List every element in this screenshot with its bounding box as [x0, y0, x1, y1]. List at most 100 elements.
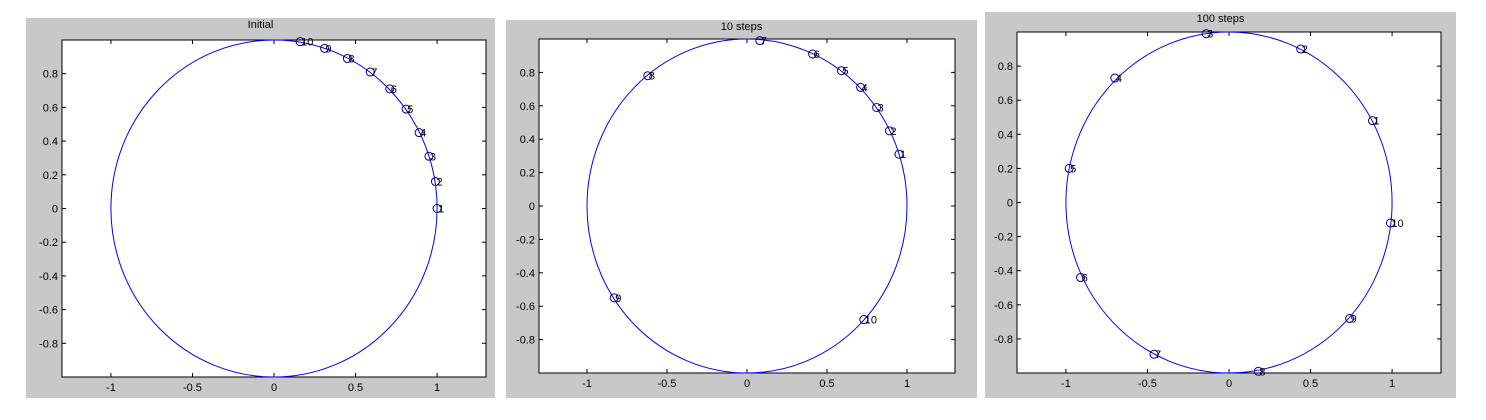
y-tick-label: -0.6 — [994, 300, 1013, 312]
data-point-marker — [1345, 313, 1355, 323]
y-tick-label: -0.4 — [994, 266, 1013, 278]
data-point-label: 2 — [890, 126, 896, 138]
chart-plot: -1 -0.5 0 0.5 1 0.8 0.6 0.4 0.2 0 -0.2 -0.4 -0.6 -0.8… — [994, 29, 1442, 390]
data-point-label: 9 — [615, 293, 621, 305]
y-tick-label: 0.8 — [998, 61, 1013, 73]
x-tick-label: -0.5 — [1138, 378, 1157, 390]
data-point-label: 10 — [301, 37, 313, 49]
data-point-label: 5 — [842, 66, 848, 78]
x-tick-label: -0.5 — [658, 378, 677, 390]
data-point-marker — [1296, 44, 1306, 54]
data-point-marker — [430, 177, 440, 187]
chart-panel-10-steps: 10 steps -1 -0.5 0 0.5 1 0.8 0.6 0.4 0.2 0 -0.2 -0.… — [506, 20, 977, 398]
data-point-label: 3 — [1207, 29, 1213, 41]
chart-panel-100-steps: 100 steps -1 -0.5 0 0.5 1 0.8 0.6 0.4 0.2 0 -0.2 -0… — [985, 12, 1456, 398]
unit-circle — [110, 39, 438, 378]
data-point-marker — [872, 102, 882, 112]
x-tick-label: 0.5 — [1303, 378, 1318, 390]
data-point-label: 10 — [865, 315, 877, 327]
data-point-marker — [342, 54, 352, 64]
chart-panel-initial: Initial -1 -0.5 0 0.5 1 0.8 0.6 0.4 0.2 0 -0.2 -0.4… — [26, 18, 495, 398]
data-point-marker — [320, 43, 330, 53]
y-tick-label: -0.2 — [994, 232, 1013, 244]
x-tick-label: 0 — [1226, 378, 1232, 390]
data-point-label: 10 — [1391, 218, 1403, 230]
data-point-label: 6 — [814, 49, 820, 61]
data-point-label: 3 — [430, 151, 436, 163]
y-tick-label: -0.2 — [516, 234, 535, 246]
data-point-marker — [755, 36, 765, 46]
data-point-label: 8 — [649, 71, 655, 83]
data-point-marker — [295, 37, 305, 47]
data-point-label: 9 — [326, 43, 332, 55]
data-point-marker — [836, 66, 846, 76]
data-point-marker — [643, 71, 653, 81]
y-tick-label: -0.6 — [39, 305, 58, 317]
y-tick-label: -0.4 — [39, 271, 58, 283]
y-tick-label: 0.2 — [998, 163, 1013, 175]
y-tick-label: -0.4 — [516, 268, 535, 280]
data-point-label: 8 — [348, 54, 354, 66]
data-point-label: 4 — [1116, 73, 1122, 85]
data-point-label: 2 — [436, 177, 442, 189]
x-tick-label: -0.5 — [183, 382, 202, 394]
data-point-label: 1 — [900, 149, 906, 161]
plot-area — [1016, 31, 1442, 374]
chart-title: Initial — [247, 19, 274, 31]
x-tick-label: -1 — [106, 382, 116, 394]
y-tick-label: -0.6 — [516, 301, 535, 313]
x-tick-label: 1 — [434, 382, 440, 394]
data-point-marker — [1064, 163, 1074, 173]
data-point-marker — [1253, 366, 1263, 376]
y-tick-label: 0 — [529, 201, 535, 213]
data-point-label: 6 — [1082, 273, 1088, 285]
unit-circle — [1065, 31, 1393, 374]
plot-area — [538, 38, 956, 374]
data-point-label: 3 — [878, 102, 884, 114]
data-point-label: 8 — [1259, 366, 1265, 378]
data-point-label: 4 — [420, 128, 426, 140]
data-point-marker — [432, 204, 442, 213]
x-tick-label: 1 — [904, 378, 910, 390]
data-point-label: 9 — [1351, 313, 1357, 325]
y-tick-label: 0.4 — [43, 136, 58, 148]
data-point-marker — [1385, 218, 1395, 228]
data-point-marker — [884, 126, 894, 136]
data-point-label: 5 — [1070, 163, 1076, 175]
y-tick-label: 0 — [52, 204, 58, 216]
data-point-label: 1 — [438, 204, 444, 216]
data-point-label: 2 — [1302, 44, 1308, 56]
y-tick-label: 0.2 — [43, 170, 58, 182]
y-tick-label: 0 — [1007, 198, 1013, 210]
data-point-marker — [401, 104, 411, 114]
data-point-label: 7 — [761, 36, 767, 48]
data-point-marker — [1201, 29, 1211, 39]
y-tick-label: -0.2 — [39, 237, 58, 249]
y-tick-label: 0.4 — [998, 129, 1013, 141]
x-tick-label: 1 — [1389, 378, 1395, 390]
data-point-marker — [808, 49, 818, 59]
y-tick-label: -0.8 — [516, 335, 535, 347]
x-tick-label: 0 — [271, 382, 277, 394]
data-point-marker — [894, 149, 904, 159]
chart-title: 10 steps — [720, 21, 763, 33]
data-point-marker — [365, 67, 375, 77]
y-tick-label: 0.6 — [998, 95, 1013, 107]
data-point-label: 4 — [862, 82, 868, 94]
data-point-marker — [424, 151, 434, 161]
plot-area — [61, 39, 487, 378]
data-point-marker — [859, 315, 869, 325]
y-tick-label: 0.6 — [520, 101, 535, 113]
data-point-marker — [414, 128, 424, 138]
x-tick-label: -1 — [1061, 378, 1071, 390]
x-tick-label: -1 — [582, 378, 592, 390]
y-tick-label: -0.8 — [39, 338, 58, 350]
y-tick-label: 0.4 — [520, 134, 535, 146]
y-tick-label: 0.8 — [520, 67, 535, 79]
chart-plot: -1 -0.5 0 0.5 1 0.8 0.6 0.4 0.2 0 -0.2 -0.4 -0.6 -0.8… — [39, 37, 487, 394]
data-point-marker — [856, 82, 866, 92]
x-tick-label: 0 — [744, 378, 750, 390]
data-point-marker — [1110, 73, 1120, 83]
data-point-label: 7 — [371, 67, 377, 79]
unit-circle — [586, 38, 908, 374]
